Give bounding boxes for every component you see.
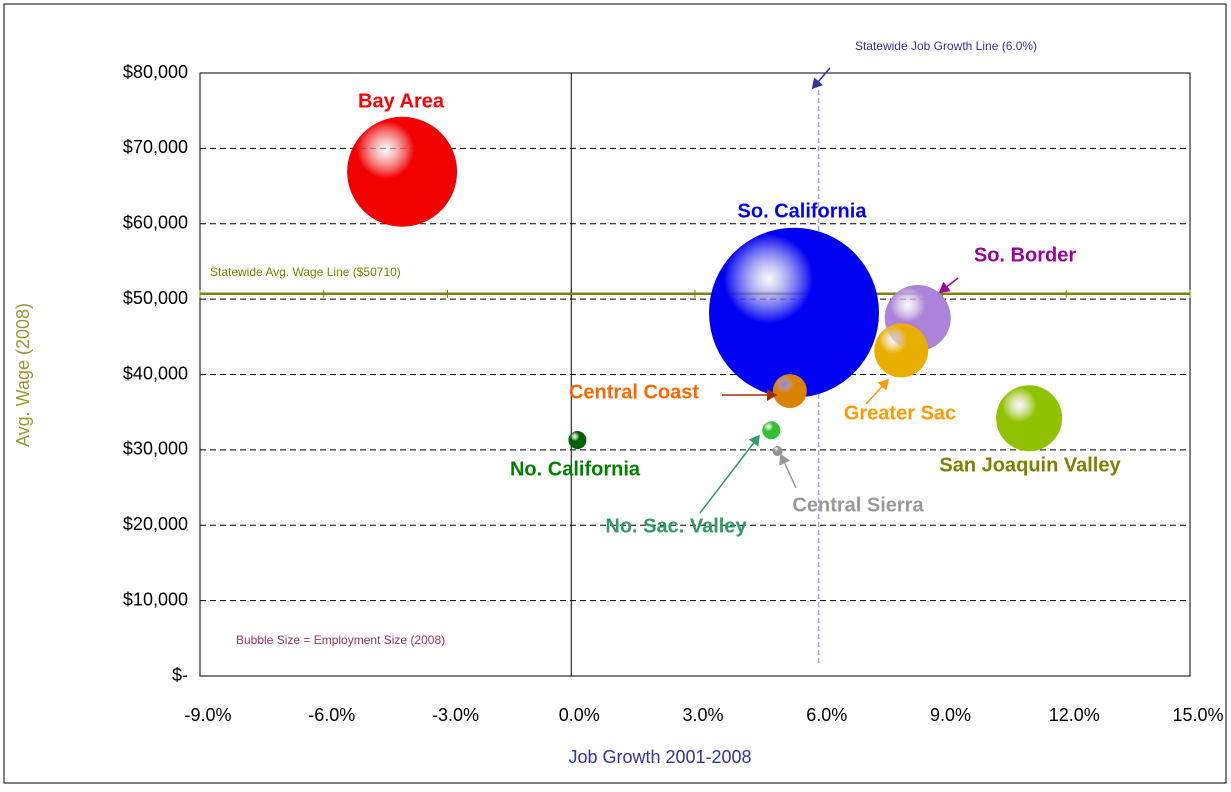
- bubble-label: So. California: [738, 200, 868, 222]
- label-arrow: [865, 378, 890, 405]
- x-tick-label: 15.0%: [1172, 705, 1223, 725]
- bubble-label: San Joaquin Valley: [939, 454, 1121, 476]
- y-tick-label: $10,000: [123, 589, 188, 609]
- bubble-label: Bay Area: [358, 90, 445, 112]
- bubble-label: Central Sierra: [792, 494, 924, 516]
- bubble: [772, 445, 783, 457]
- bubble: [772, 374, 807, 409]
- size-note: Bubble Size = Employment Size (2008): [236, 633, 445, 647]
- bubble-label: Greater Sac: [844, 402, 956, 424]
- bubble-label: Central Coast: [569, 381, 699, 403]
- y-axis-title: Avg. Wage (2008): [13, 303, 33, 447]
- x-tick-label: -9.0%: [184, 705, 231, 725]
- x-tick-label: 3.0%: [682, 705, 723, 725]
- bubble: [996, 385, 1063, 452]
- y-tick-label: $30,000: [123, 439, 188, 459]
- x-tick-label: 9.0%: [930, 705, 971, 725]
- bubble: [709, 227, 879, 398]
- y-tick-label: $50,000: [123, 288, 188, 308]
- x-tick-label: -6.0%: [308, 705, 355, 725]
- label-arrow: [699, 434, 760, 514]
- growth-line-label: Statewide Job Growth Line (6.0%): [855, 39, 1037, 53]
- x-tick-label: 0.0%: [559, 705, 600, 725]
- x-tick-label: -3.0%: [432, 705, 479, 725]
- bubble: [568, 431, 587, 450]
- bubble-label: No. Sac. Valley: [605, 515, 747, 537]
- label-arrow: [779, 453, 797, 489]
- y-tick-label: $-: [172, 665, 188, 685]
- x-tick-label: 6.0%: [806, 705, 847, 725]
- bubble: [347, 116, 458, 227]
- x-axis-title: Job Growth 2001-2008: [568, 747, 751, 767]
- wage-line-label: Statewide Avg. Wage Line ($50710): [210, 265, 401, 279]
- bubble: [874, 323, 929, 378]
- bubble-label: No. California: [510, 458, 641, 480]
- x-tick-label: 12.0%: [1049, 705, 1100, 725]
- bubble: [762, 421, 781, 440]
- y-tick-label: $40,000: [123, 363, 188, 383]
- y-tick-label: $60,000: [123, 213, 188, 233]
- y-tick-label: $20,000: [123, 514, 188, 534]
- bubble-label: So. Border: [974, 244, 1076, 266]
- y-tick-label: $70,000: [123, 137, 188, 157]
- growth-arrow: [811, 67, 831, 90]
- y-tick-label: $80,000: [123, 62, 188, 82]
- label-arrow: [938, 277, 959, 293]
